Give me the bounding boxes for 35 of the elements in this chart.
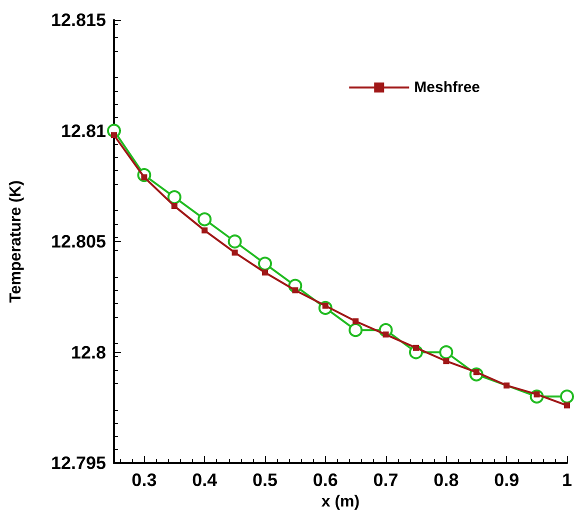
point	[348, 323, 363, 338]
point	[560, 390, 574, 404]
x-axis-title: x (m)	[321, 493, 360, 510]
y-tick-label: 12.8	[70, 342, 106, 362]
point	[262, 270, 268, 276]
y-tick-label: 12.815	[50, 10, 106, 30]
point	[352, 318, 359, 324]
y-axis-title: Temperature (K)	[8, 180, 24, 303]
point	[167, 190, 182, 204]
x-tick-label: 0.7	[373, 470, 398, 490]
point	[292, 287, 298, 294]
point	[443, 358, 450, 364]
point	[198, 212, 212, 226]
point	[232, 250, 238, 256]
y-tick-label: 12.795	[50, 453, 106, 473]
x-tick-label: 0.3	[132, 470, 157, 490]
point	[258, 256, 272, 271]
point	[202, 227, 208, 234]
x-tick-label: 0.5	[252, 470, 278, 490]
point	[382, 332, 389, 338]
point	[504, 382, 510, 388]
x-tick-label: 0.6	[312, 470, 338, 490]
point	[439, 345, 454, 360]
y-tick-label: 12.805	[50, 232, 106, 252]
x-tick-label: 1	[562, 470, 572, 490]
point	[228, 234, 242, 248]
point	[564, 402, 570, 408]
point	[111, 132, 117, 138]
legend-label: Meshfree	[414, 79, 480, 96]
x-tick-label: 0.4	[192, 470, 218, 490]
point	[412, 344, 419, 351]
x-tick-label: 0.9	[494, 470, 520, 490]
point	[171, 203, 178, 210]
x-tick-label: 0.8	[434, 470, 459, 490]
y-tick-label: 12.81	[60, 120, 106, 141]
